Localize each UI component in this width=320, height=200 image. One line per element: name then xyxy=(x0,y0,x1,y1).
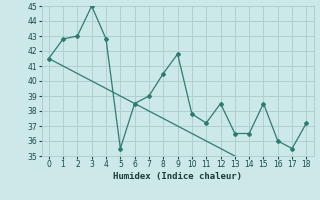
X-axis label: Humidex (Indice chaleur): Humidex (Indice chaleur) xyxy=(113,172,242,181)
